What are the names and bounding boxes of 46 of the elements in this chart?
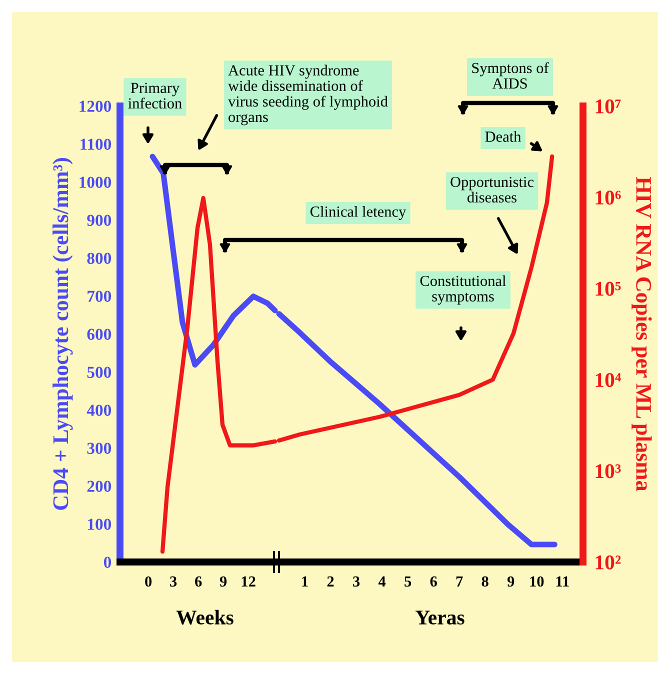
y-tick-label: 300 — [87, 442, 112, 454]
x-tick-label: 8 — [482, 576, 488, 587]
y-tick-label: 200 — [87, 480, 112, 492]
y2-tick-label: 10⁴ — [596, 372, 621, 388]
x-tick-label: 9 — [220, 576, 227, 587]
y2-axis-title: HIV RNA Copies per ML plasma — [632, 177, 652, 491]
y-tick-label: 100 — [88, 518, 112, 530]
x-tick-label: 7 — [456, 576, 463, 586]
y-tick-label: 400 — [86, 404, 112, 416]
y-axis-title: CD4 + Lymphocyte count (cells/mm³) — [52, 158, 73, 510]
x-tick-label: 1 — [302, 576, 308, 586]
x-tick-label: 3 — [170, 576, 177, 587]
x-tick-label: 6 — [430, 576, 437, 587]
y-tick-label: 900 — [87, 214, 112, 226]
text: Symptons of AIDS — [472, 62, 549, 89]
x-tick-label: 4 — [378, 576, 386, 586]
y-tick-label: 0 — [104, 556, 112, 568]
x-tick-label: 5 — [404, 576, 412, 587]
y-tick-label: 700 — [88, 290, 112, 302]
y2-tick-label: 10⁶ — [596, 190, 621, 205]
y2-tick-label: 10⁷ — [596, 99, 621, 114]
y2-tick-label: 10³ — [596, 464, 621, 478]
x-tick-label: 10 — [530, 576, 544, 587]
x-tick-label: 0 — [145, 576, 152, 587]
x-tick-label: 6 — [195, 576, 202, 587]
x-tick-label: 11 — [556, 576, 569, 586]
annotation: Death — [485, 131, 522, 142]
y-tick-label: 800 — [87, 252, 112, 264]
y-tick-label: 500 — [87, 366, 112, 378]
x-tick-label: 12 — [242, 576, 256, 586]
x-axis-title: Weeks — [176, 610, 234, 625]
x-axis-title: Yeras — [415, 610, 464, 625]
x-tick-label: 2 — [327, 576, 334, 586]
x-tick-label: 9 — [507, 576, 514, 587]
y2-tick-label: 10⁵ — [596, 282, 621, 296]
y-tick-label: 600 — [87, 328, 112, 340]
annotation: Constitutional symptoms — [420, 275, 506, 305]
y2-tick-label: 10² — [596, 555, 621, 570]
y-tick-label: 1000 — [80, 176, 112, 188]
y-tick-label: 1200 — [80, 100, 112, 112]
x-tick-label: 3 — [353, 576, 360, 587]
annotation: Acute HIV syndrome wide dissemination of virus seeding of lymphoid organs — [228, 64, 388, 126]
annotation: Opportunistic diseases — [450, 176, 534, 203]
annotation: Clinical letency — [310, 206, 406, 220]
y-tick-label: 1100 — [80, 138, 112, 150]
annotation: Primary infection — [128, 82, 182, 109]
